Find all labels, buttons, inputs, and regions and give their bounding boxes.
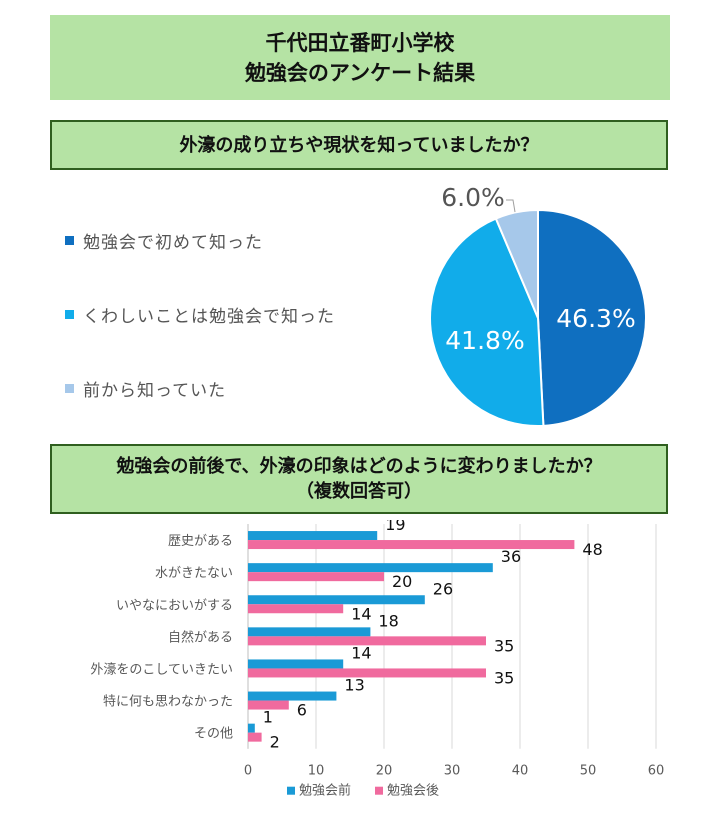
y-tick-label: いやなにおいがする [116,598,233,613]
pie-chart: 46.3% 41.8% 6.0% [429,183,647,427]
pie-legend-label-3: 前から知っていた [83,381,227,401]
bar-data-label: 35 [494,636,514,655]
pie-legend-label-2: くわしいことは勉強会で知った [83,307,335,327]
title-line-1: 千代田立番町小学校 [265,30,455,55]
bar-before [248,659,344,669]
legend-swatch-3 [65,384,74,393]
bar-before [248,723,255,733]
y-tick-label: 特に何も思わなかった [103,694,233,710]
bar-data-label: 1 [263,708,273,727]
bar-data-label: 14 [351,604,371,623]
question-2-line-2: （複数回答可） [296,481,422,502]
bar-legend-label: 勉強会後 [387,784,439,799]
bar-legend-label: 勉強会前 [299,783,351,799]
pie-slice-1 [537,208,647,427]
x-tick-label: 20 [376,764,393,779]
question-1-banner: 外濠の成り立ちや現状を知っていましたか？ [50,120,668,170]
pie-legend-label-1: 勉強会で初めて知った [83,233,263,253]
bar-after [248,668,486,678]
pie-data-label-2: 41.8% [445,326,524,355]
bar-data-label: 19 [385,520,405,534]
title-line-2: 勉強会のアンケート結果 [244,60,476,85]
y-tick-label: 水がきたない [155,566,233,581]
pie-slice-2 [429,217,545,427]
bar-after [248,732,262,742]
x-tick-label: 60 [648,764,665,779]
bar-before [248,531,378,541]
y-tick-label: その他 [194,727,233,742]
y-tick-label: 歴史がある [168,534,233,549]
bar-before [248,563,493,573]
bar-data-label: 13 [344,676,364,695]
bar-data-label: 36 [501,547,521,566]
bar-after [248,636,486,646]
y-tick-label: 自然がある [168,629,233,645]
pie-legend-item-2: くわしいことは勉強会で知った [65,302,335,327]
legend-swatch-1 [65,236,74,245]
y-tick-label: 外濠をのこしていきたい [90,661,233,677]
pie-legend-item-1: 勉強会で初めて知った [65,228,263,253]
pie-data-label-1: 46.3% [556,304,635,333]
question-2-banner: 勉強会の前後で、外濠の印象はどのように変わりましたか？ （複数回答可） [50,444,668,514]
bar-data-label: 2 [270,733,280,752]
bar-before [248,627,371,637]
x-tick-label: 10 [308,764,325,779]
bar-data-label: 48 [582,540,602,559]
bar-data-label: 18 [378,611,398,630]
bar-legend-swatch [375,786,383,795]
question-2-line-1: 勉強会の前後で、外濠の印象はどのように変わりましたか？ [116,456,602,477]
bar-data-label: 35 [494,668,514,687]
bar-before [248,691,337,701]
pie-data-label-3: 6.0% [441,183,505,212]
legend-swatch-2 [65,310,74,319]
bar-data-label: 6 [297,701,307,720]
bar-after [248,540,575,550]
bar-legend-swatch [287,786,295,795]
bar-before [248,595,425,605]
question-1-text: 外濠の成り立ちや現状を知っていましたか？ [179,134,539,156]
bar-chart: 0 10 20 30 40 50 60 歴史がある 19 48 水がきたない 36 20 いやなにおいがす… [90,520,665,799]
x-tick-label: 30 [444,764,461,779]
pie-leader-line [506,199,516,213]
x-tick-label: 50 [580,764,597,779]
bar-data-label: 20 [392,572,412,591]
bar-after [248,604,344,614]
title-banner: 千代田立番町小学校 勉強会のアンケート結果 [50,15,670,100]
bar-data-label: 26 [433,579,453,598]
x-tick-label: 40 [512,764,529,779]
bar-data-label: 14 [351,643,371,662]
bar-after [248,700,289,710]
pie-legend-item-3: 前から知っていた [65,376,226,401]
pie-slice-3 [494,208,539,319]
x-tick-label: 0 [244,764,252,779]
bar-after [248,572,384,582]
